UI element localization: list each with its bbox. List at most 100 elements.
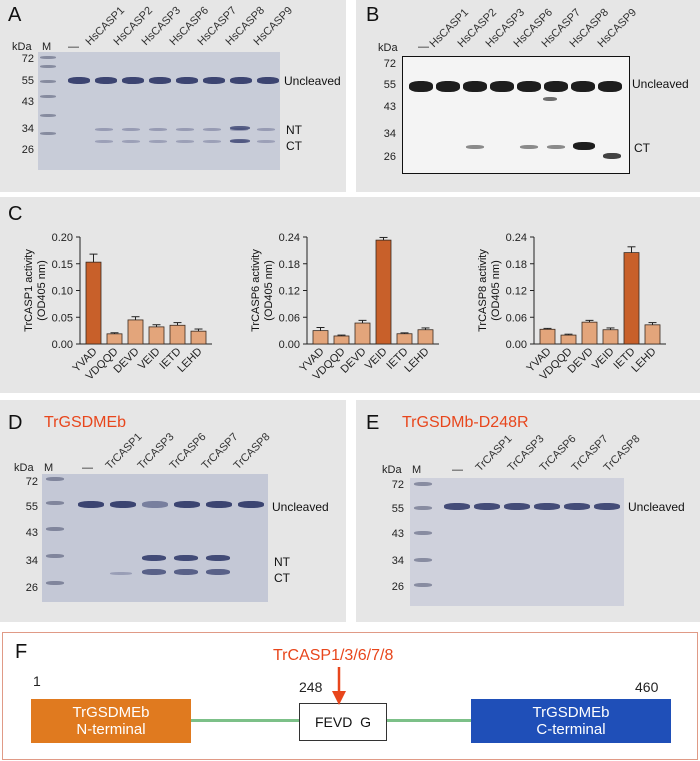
blot-b (402, 56, 630, 174)
mw-72: 72 (25, 476, 38, 488)
gel-band (95, 77, 117, 84)
gel-band (414, 583, 432, 587)
y-tick-label: 0.24 (279, 232, 300, 244)
bar (312, 330, 329, 345)
panel-label-b: B (366, 4, 380, 26)
mw-72: 72 (21, 53, 34, 65)
bar (333, 335, 350, 345)
gel-band (40, 56, 56, 59)
gel-band (46, 581, 64, 585)
panel-b: B kDa — HsCASP1 HsCASP2 HsCASP3 HsCASP6 HsCA… (356, 0, 700, 192)
gel-band (594, 503, 620, 510)
marker-label: M (412, 464, 422, 476)
y-tick-label: 0.06 (279, 312, 300, 324)
y-tick-label: 0.12 (279, 286, 300, 298)
y-tick-label: 0.12 (506, 286, 527, 298)
y-tick-label: 0.15 (52, 259, 73, 271)
ct-label: CT (286, 139, 302, 153)
y-tick-label: 0.10 (52, 286, 73, 298)
gel-band (174, 569, 198, 575)
y-axis-label: TrCASP8 activity (477, 249, 489, 332)
panel-label-a: A (8, 4, 22, 26)
mw-72: 72 (391, 479, 404, 491)
mw-26: 26 (391, 581, 404, 593)
nt-label: NT (286, 123, 302, 137)
x-tick-label: LEHD (629, 346, 658, 375)
bar (354, 322, 371, 345)
gel-band (40, 80, 56, 83)
y-axis-label: (OD405 nm) (490, 260, 502, 321)
gel-band (46, 554, 64, 558)
mw-43: 43 (383, 101, 396, 113)
gel-band (68, 77, 90, 84)
x-tick-label: VEID (136, 346, 163, 373)
gel-band (174, 501, 200, 508)
gel-band (206, 569, 230, 575)
gel-band (520, 145, 538, 149)
ct-label: CT (274, 571, 290, 585)
gel-band (46, 527, 64, 531)
bar (581, 321, 598, 345)
gel-band (174, 555, 198, 561)
gel-band (463, 81, 487, 92)
gel-band (40, 114, 56, 117)
position-start: 1 (33, 673, 41, 689)
gel-band (46, 501, 64, 505)
marker-label: M (44, 462, 54, 474)
panel-label-c: C (8, 203, 23, 225)
gel-band (203, 77, 225, 84)
gel-band (122, 140, 140, 143)
gel-band (230, 77, 252, 84)
gel-band (257, 77, 279, 84)
gel-band (110, 572, 132, 575)
mw-26: 26 (383, 151, 396, 163)
bar (85, 261, 102, 345)
gel-a (38, 52, 280, 170)
mw-55: 55 (21, 75, 34, 87)
y-tick-label: 0.00 (52, 339, 73, 351)
gel-band (149, 77, 171, 84)
gel-band (598, 81, 622, 92)
gel-band (149, 128, 167, 131)
c-terminal-label: C-terminal (536, 721, 606, 738)
panel-e: E TrGSDMb-D248R kDa M — TrCASP1 TrCASP3 Tr… (356, 400, 700, 622)
control-dash: — (418, 41, 429, 53)
mw-55: 55 (391, 503, 404, 515)
uncleaved-label: Uncleaved (628, 500, 685, 514)
bar (375, 239, 392, 345)
gel-band (142, 501, 168, 508)
x-tick-label: LEHD (175, 346, 204, 375)
mw-55: 55 (25, 501, 38, 513)
mw-26: 26 (21, 144, 34, 156)
gel-band (78, 501, 104, 508)
gel-band (203, 140, 221, 143)
c-terminal-domain: TrGSDMEb C-terminal (471, 699, 671, 743)
mw-43: 43 (391, 528, 404, 540)
cleavage-site: FEVD G (299, 703, 387, 741)
gel-band (573, 142, 595, 150)
panel-d: D TrGSDMEb kDa M — TrCASP1 TrCASP3 TrCASP6… (0, 400, 346, 622)
gel-band (176, 140, 194, 143)
y-tick-label: 0.18 (506, 259, 527, 271)
gel-band (490, 81, 514, 92)
y-axis-label: (OD405 nm) (36, 260, 48, 321)
gel-band (504, 503, 530, 510)
gel-band (238, 501, 264, 508)
gel-band (142, 569, 166, 575)
mw-34: 34 (21, 123, 34, 135)
y-tick-label: 0.00 (279, 339, 300, 351)
gel-band (534, 503, 560, 510)
kda-label: kDa (382, 464, 402, 476)
gel-e (410, 478, 624, 606)
nt-label: NT (274, 555, 290, 569)
gel-band (414, 506, 432, 510)
position-site: 248 (299, 679, 323, 695)
uncleaved-label: Uncleaved (632, 77, 689, 91)
y-tick-label: 0.06 (506, 312, 527, 324)
marker-label: M (42, 41, 52, 53)
gel-band (40, 95, 56, 98)
gel-band (257, 140, 275, 143)
protease-label: TrCASP1/3/6/7/8 (273, 647, 394, 664)
bar (560, 334, 577, 345)
